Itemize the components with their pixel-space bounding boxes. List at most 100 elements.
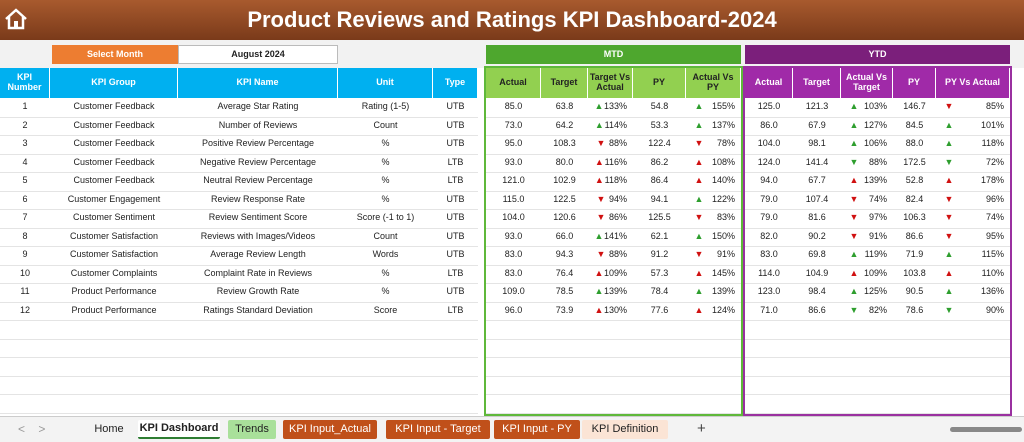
select-month-value[interactable]: August 2024 [178,45,338,64]
percent-value: 178% [980,175,1004,186]
arrow-up: ▲ [594,304,604,315]
kpi-cell: ▲ 127% [841,117,893,136]
arrow-up: ▲ [594,267,604,278]
kpi-cell: 90.2 [808,230,826,241]
kpi-cell: 83.0 [504,267,523,278]
row-line [0,375,478,377]
kpi-cell: 107.4 [805,193,829,204]
kpi-cell: Customer Feedback [73,101,155,112]
percent-value: 124% [711,304,735,315]
row-line [486,246,741,247]
kpi-cell: ▼ 86% [588,209,633,228]
kpi-cell: Customer Engagement [67,193,161,204]
kpi-cell: ▲ 155% [686,98,741,117]
kpi-cell: 103.8 [903,267,926,278]
kpi-cell: 121.0 [502,175,525,186]
column-header: PY [633,68,686,98]
sheet-tab[interactable]: KPI Input - PY [494,420,580,439]
row-line [745,227,1010,229]
kpi-cell: ▼ 88% [588,135,633,154]
kpi-cell: 4 [22,156,28,167]
kpi-cell: Customer Feedback [73,156,155,167]
arrow-up: ▲ [849,249,859,260]
title: Product Reviews and Ratings KPI Dashboar… [247,6,777,32]
kpi-cell: Customer Satisfaction [69,230,159,241]
kpi-cell: 78.6 [905,304,924,315]
percent-value: 97% [868,212,887,223]
kpi-cell: 5 [22,175,28,186]
percent-value: 85% [985,101,1004,112]
percent-value: 115% [981,249,1004,260]
kpi-cell: Negative Review Percentage [199,156,317,167]
kpi-cell: Review Response Rate [210,193,306,204]
arrow-up: ▲ [944,286,954,297]
sheet-tab[interactable]: KPI Input - Target [386,420,490,439]
row-line [486,153,741,155]
percent-value: 139% [863,175,887,186]
arrow-down: ▼ [694,249,704,260]
row-line [0,320,478,321]
sheet-tab[interactable]: Trends [228,420,276,439]
kpi-cell: 172.5 [903,156,926,167]
row-line [0,283,478,284]
kpi-cell: 82.4 [905,193,924,204]
kpi-cell: ▲ 122% [686,191,741,210]
row-line [745,209,1010,210]
percent-value: 88% [608,138,627,149]
kpi-cell: 79.0 [760,193,778,204]
kpi-cell: 88.0 [905,138,924,149]
kpi-cell: LTB [447,156,464,167]
percent-value: 130% [603,304,627,315]
kpi-cell: % [381,138,390,149]
kpi-cell: 57.3 [650,267,669,278]
kpi-cell: 121.3 [805,101,829,112]
percent-value: 139% [711,286,735,297]
kpi-cell: 93.0 [504,156,523,167]
kpi-cell: Complaint Rate in Reviews [203,267,313,278]
sheet-tab[interactable]: KPI Definition [582,420,668,439]
arrow-down: ▼ [849,212,859,223]
kpi-cell: ▼ 74% [841,191,893,210]
kpi-cell: 85.0 [504,101,523,112]
percent-value: 155% [711,101,735,112]
arrow-up: ▲ [694,267,704,278]
kpi-cell: ▲ 139% [588,283,633,302]
sheet-tab[interactable]: Home [94,423,124,436]
kpi-cell: 82.0 [760,230,778,241]
arrow-down: ▼ [596,212,606,223]
kpi-cell: % [381,175,390,186]
sheet-tab[interactable]: KPI Input_Actual [283,420,377,439]
kpi-cell: 81.6 [808,212,826,223]
percent-value: 116% [604,156,627,167]
arrow-down: ▼ [849,304,859,315]
arrow-up: ▲ [694,230,704,241]
kpi-cell: 11 [20,286,30,297]
kpi-cell: 80.0 [555,156,574,167]
kpi-cell: ▼ 95% [936,228,1010,247]
sheet-tab[interactable]: KPI Dashboard [138,420,220,439]
kpi-cell: ▼ 91% [841,228,893,247]
percent-value: 90% [985,304,1004,315]
kpi-cell: ▼ 82% [841,302,893,321]
kpi-cell: ▲ 114% [588,117,633,136]
row-line [0,190,478,192]
column-header: PY Vs Actual [936,68,1010,98]
row-line [745,135,1010,136]
arrow-up: ▲ [849,119,859,130]
kpi-cell: 109.0 [502,286,525,297]
percent-value: 136% [980,286,1004,297]
column-header: PY [893,68,936,98]
kpi-cell: 9 [22,249,28,260]
kpi-cell: 86.6 [808,304,826,315]
percent-value: 95% [985,230,1004,241]
arrow-down: ▼ [944,304,954,315]
add-sheet[interactable]: + [697,420,706,437]
home-icon[interactable] [3,6,29,32]
column-header: Actual [486,68,541,98]
column-header: Unit [338,68,433,98]
nav-arrows[interactable]: < > [18,422,46,436]
kpi-cell: 78.5 [555,286,574,297]
column-header: Target [793,68,841,98]
row-line [0,338,478,340]
kpi-cell: ▲ 115% [936,246,1010,265]
